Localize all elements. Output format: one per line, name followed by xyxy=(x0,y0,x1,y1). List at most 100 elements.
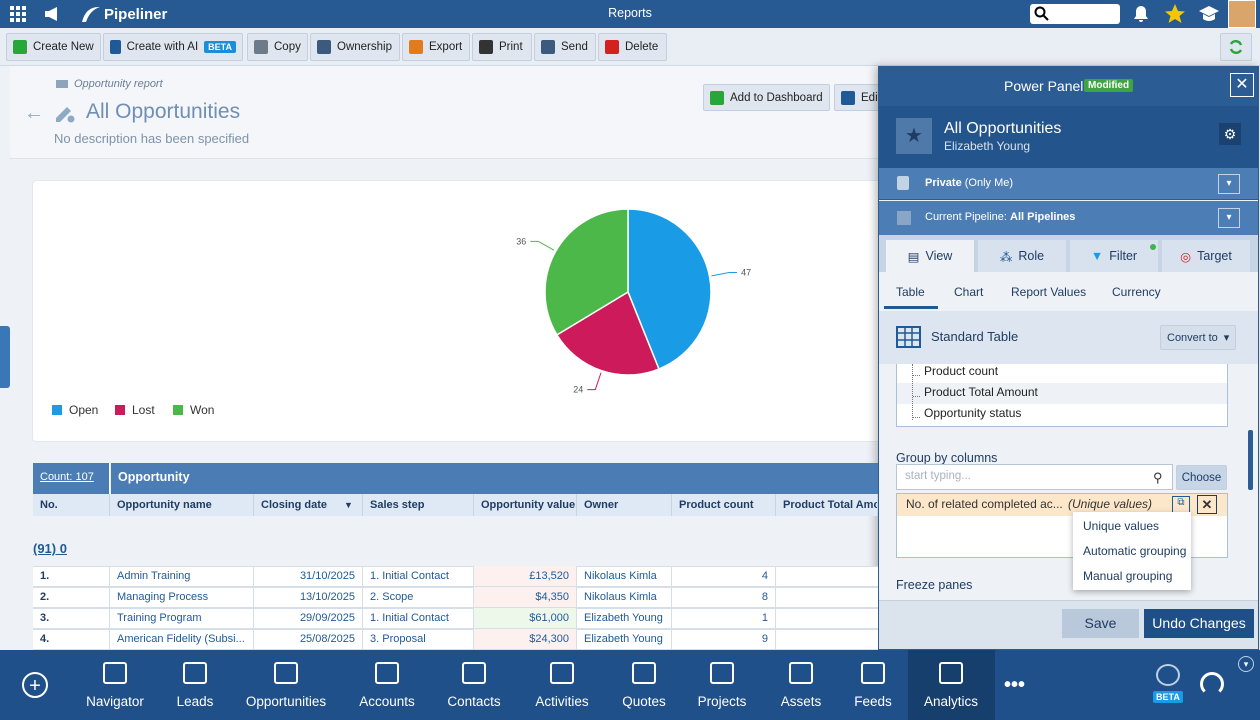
academy-icon[interactable] xyxy=(1198,5,1220,23)
panel-tab[interactable]: ◎ Target xyxy=(1162,240,1250,272)
column-header[interactable]: Opportunity value xyxy=(474,494,577,516)
subtab[interactable]: Table xyxy=(896,285,925,299)
nav-label[interactable]: Accounts xyxy=(359,694,415,709)
group-input[interactable]: start typing... xyxy=(896,464,1173,490)
close-button[interactable]: ✕ xyxy=(1230,73,1254,97)
choose-button[interactable]: Choose xyxy=(1176,465,1227,490)
nav-icon[interactable] xyxy=(462,662,486,684)
button-label: Export xyxy=(429,41,463,53)
nav-icon[interactable] xyxy=(550,662,574,684)
convert-button[interactable]: Convert to ▾ xyxy=(1160,325,1237,350)
menu-item[interactable]: Manual grouping xyxy=(1083,569,1173,583)
column-header[interactable]: Opportunity name xyxy=(110,494,254,516)
column-header[interactable]: Owner xyxy=(577,494,672,516)
subtab[interactable]: Currency xyxy=(1112,285,1161,299)
nav-icon[interactable] xyxy=(789,662,813,684)
nav-icon[interactable] xyxy=(274,662,298,684)
table-cell[interactable]: Managing Process xyxy=(110,587,254,608)
subtab[interactable]: Chart xyxy=(954,285,984,299)
nav-label[interactable]: Contacts xyxy=(447,694,501,709)
toolbar-button[interactable]: Create New xyxy=(6,33,101,61)
nav-label[interactable]: Projects xyxy=(697,694,747,709)
undo-button[interactable]: Undo Changes xyxy=(1144,609,1254,638)
collapse-button[interactable]: ▾ xyxy=(1238,656,1254,672)
back-arrow[interactable]: ← xyxy=(24,102,44,124)
apps-icon[interactable] xyxy=(10,6,26,22)
more-button[interactable]: ••• xyxy=(1004,674,1026,696)
table-cell[interactable]: Training Program xyxy=(110,608,254,629)
pie-chart: 47 24 36 Open Lost Won xyxy=(52,208,751,417)
column-header[interactable]: Sales step xyxy=(363,494,474,516)
sidebar-handle[interactable] xyxy=(0,326,10,388)
nav-label[interactable]: Navigator xyxy=(86,694,144,709)
nav-label[interactable]: Quotes xyxy=(622,694,666,709)
nav-icon[interactable] xyxy=(103,662,127,684)
pipeline-row[interactable] xyxy=(879,201,1258,235)
nav-icon[interactable] xyxy=(861,662,885,684)
expand-button[interactable]: ▾ xyxy=(1218,208,1240,228)
add-to-dashboard[interactable]: Add to Dashboard xyxy=(703,84,830,111)
column-header[interactable]: Product count xyxy=(672,494,776,516)
column-header[interactable]: No. xyxy=(33,494,110,516)
button-icon xyxy=(110,40,121,54)
toolbar-button[interactable]: Copy xyxy=(247,33,308,61)
search[interactable] xyxy=(1030,4,1120,24)
panel-tab[interactable]: ⁂ Role xyxy=(978,240,1066,272)
panel-tab[interactable]: ▤ View xyxy=(886,240,974,272)
favorite-star[interactable]: ★ xyxy=(896,118,932,154)
expand-button[interactable]: ▾ xyxy=(1218,174,1240,194)
nav-label[interactable]: Leads xyxy=(176,694,214,709)
menu-item[interactable]: Unique values xyxy=(1083,519,1160,533)
nav-label[interactable]: Analytics xyxy=(923,694,979,709)
nav-icon[interactable] xyxy=(632,662,656,684)
settings-button[interactable]: ⚙ xyxy=(1219,123,1241,145)
toolbar-button[interactable]: Create with AI BETA xyxy=(103,33,243,61)
tab-label: Target xyxy=(1197,249,1232,263)
table-cell[interactable]: Admin Training xyxy=(110,566,254,587)
toolbar-button[interactable]: Send xyxy=(534,33,596,61)
legend-label: Won xyxy=(190,403,214,417)
nav-label[interactable]: Opportunities xyxy=(245,694,327,709)
refresh-button[interactable] xyxy=(1220,33,1252,61)
privacy: Private xyxy=(925,177,962,189)
toolbar-button[interactable]: Export xyxy=(402,33,470,61)
avatar[interactable] xyxy=(1228,0,1256,28)
table-count[interactable]: Count: 107 xyxy=(40,471,94,483)
column-header[interactable]: Product Total Amount xyxy=(776,494,878,516)
bell-icon[interactable] xyxy=(1132,5,1150,23)
group-label[interactable]: (91) 0 xyxy=(33,541,67,556)
announce-icon[interactable] xyxy=(44,6,62,22)
table-icon xyxy=(896,326,921,348)
nav-label[interactable]: Activities xyxy=(535,694,589,709)
sort-arrow[interactable]: ▼ xyxy=(344,500,353,510)
edit-icon[interactable] xyxy=(54,102,76,124)
table-row xyxy=(33,587,878,608)
subtab[interactable]: Report Values xyxy=(1011,285,1087,299)
nav-label[interactable]: Assets xyxy=(780,694,822,709)
nav-icon[interactable] xyxy=(710,662,734,684)
toolbar-button[interactable]: Print xyxy=(472,33,532,61)
report-header xyxy=(10,66,878,159)
mode-button[interactable]: ⧉ xyxy=(1172,496,1190,513)
privacy-row[interactable] xyxy=(879,168,1258,200)
nav-icon[interactable] xyxy=(183,662,207,684)
table-cell[interactable]: American Fidelity (Subsi... xyxy=(110,629,254,650)
nav-icon[interactable] xyxy=(375,662,399,684)
column-header[interactable]: Closing date xyxy=(254,494,363,516)
remove-button[interactable]: ✕ xyxy=(1197,495,1217,514)
save-button[interactable]: Save xyxy=(1062,609,1139,638)
ai-icon[interactable] xyxy=(1156,664,1180,686)
tab-icon: ◎ xyxy=(1180,249,1192,264)
nav-label[interactable]: Feeds xyxy=(854,694,892,709)
add-button[interactable]: + xyxy=(22,672,48,698)
star-icon[interactable] xyxy=(1164,3,1186,25)
table-cell: 29/09/2025 xyxy=(254,608,363,629)
toolbar-button[interactable]: Delete xyxy=(598,33,667,61)
nav-icon[interactable] xyxy=(939,662,963,684)
report-card xyxy=(879,106,1258,168)
tab-label: Filter xyxy=(1109,249,1138,263)
panel-tab[interactable]: ▼ Filter xyxy=(1070,240,1158,272)
menu-item[interactable]: Automatic grouping xyxy=(1083,544,1187,558)
toolbar-button[interactable]: Ownership xyxy=(310,33,400,61)
support-icon[interactable] xyxy=(1200,672,1224,696)
